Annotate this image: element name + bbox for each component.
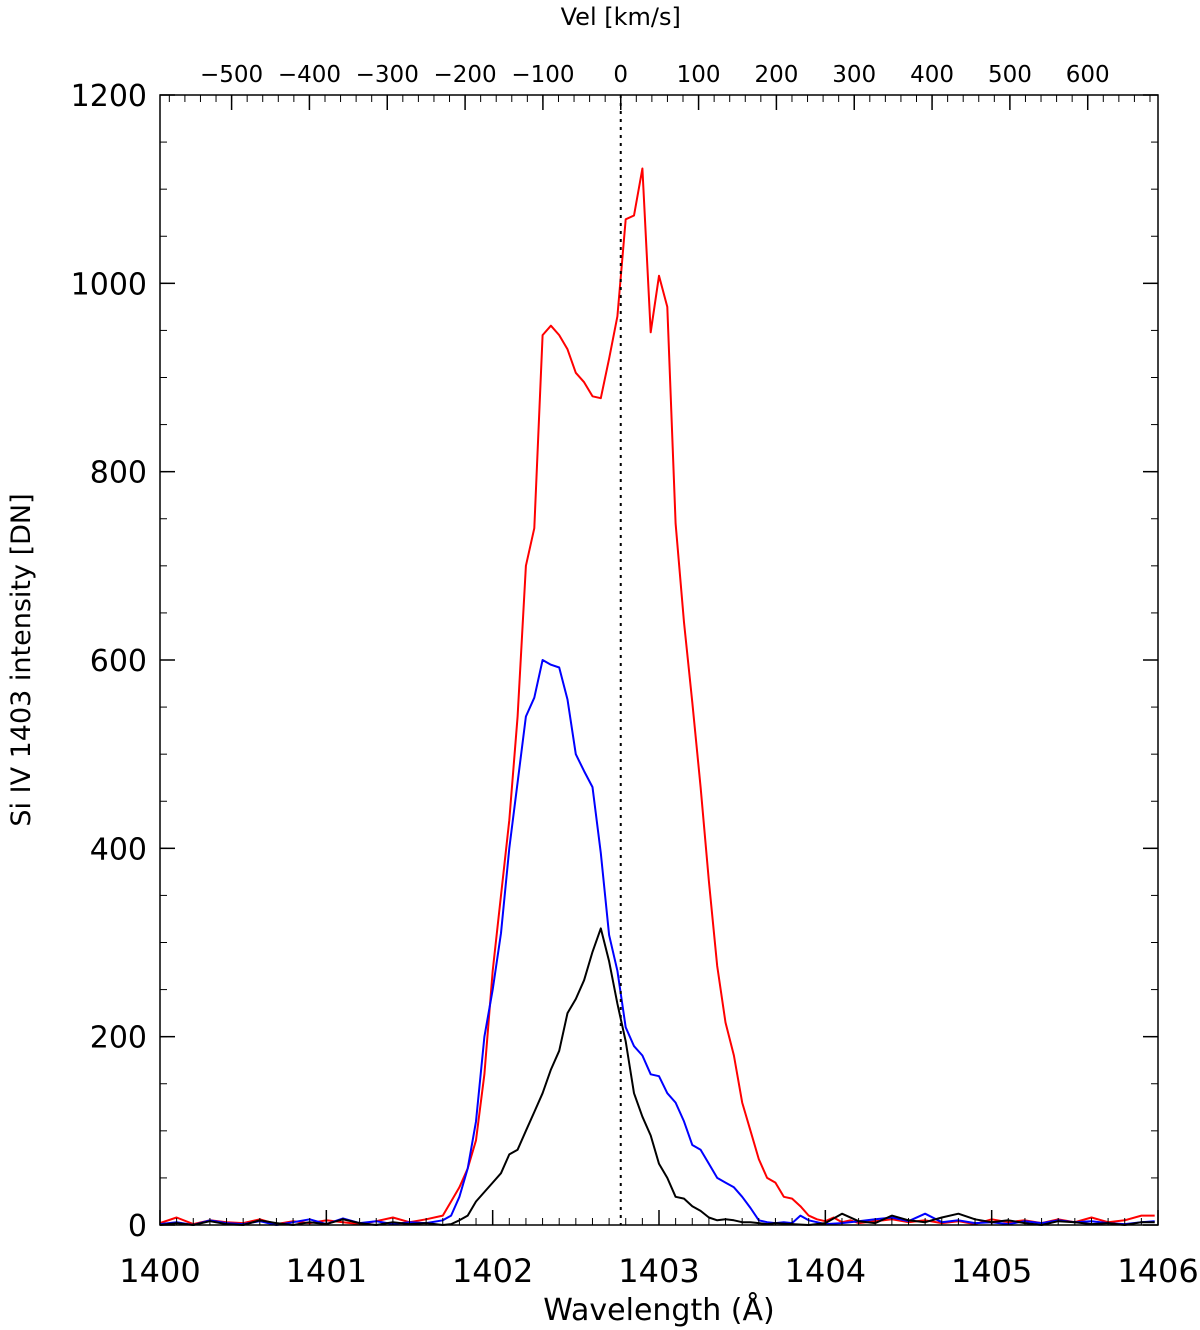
series-line-1 — [159, 659, 1155, 1226]
y-tick-label-2: 400 — [90, 832, 147, 867]
top-tick-label-7: 200 — [754, 62, 798, 88]
y-tick-label-5: 1000 — [71, 267, 147, 302]
y-tick-label-1: 200 — [90, 1021, 147, 1056]
top-tick-label-5: 0 — [613, 62, 628, 88]
x-tick-label-6: 1406 — [1117, 1252, 1198, 1290]
top-axis-title: Vel [km/s] — [561, 3, 681, 31]
y-tick-label-0: 0 — [128, 1209, 147, 1244]
top-tick-label-4: −100 — [511, 62, 574, 88]
series-layer — [159, 167, 1155, 1226]
top-tick-label-0: −500 — [200, 62, 263, 88]
top-tick-label-6: 100 — [677, 62, 721, 88]
y-tick-label-4: 800 — [90, 456, 147, 491]
top-tick-label-2: −300 — [356, 62, 419, 88]
x-axis-title: Wavelength (Å) — [543, 1292, 774, 1328]
series-line-0 — [159, 167, 1155, 1226]
plot-frame — [159, 94, 1159, 1226]
tick-layer: 1400 1401 1402 1403 1404 1405 1406 0 200 400 600 80… — [71, 62, 1199, 1290]
x-tick-label-5: 1405 — [951, 1252, 1032, 1290]
top-tick-label-8: 300 — [832, 62, 876, 88]
y-axis-title: Si IV 1403 intensity [DN] — [6, 493, 37, 826]
x-tick-label-1: 1401 — [286, 1252, 367, 1290]
x-tick-label-0: 1400 — [119, 1252, 200, 1290]
top-tick-label-3: −200 — [433, 62, 496, 88]
x-tick-label-4: 1404 — [785, 1252, 866, 1290]
top-tick-label-9: 400 — [910, 62, 954, 88]
x-tick-label-2: 1402 — [452, 1252, 533, 1290]
series-line-2 — [159, 927, 1155, 1226]
y-tick-label-6: 1200 — [71, 79, 147, 114]
y-tick-label-3: 600 — [90, 644, 147, 679]
top-tick-label-1: −400 — [278, 62, 341, 88]
top-tick-label-11: 600 — [1066, 62, 1110, 88]
x-tick-label-3: 1403 — [618, 1252, 699, 1290]
top-tick-label-10: 500 — [988, 62, 1032, 88]
